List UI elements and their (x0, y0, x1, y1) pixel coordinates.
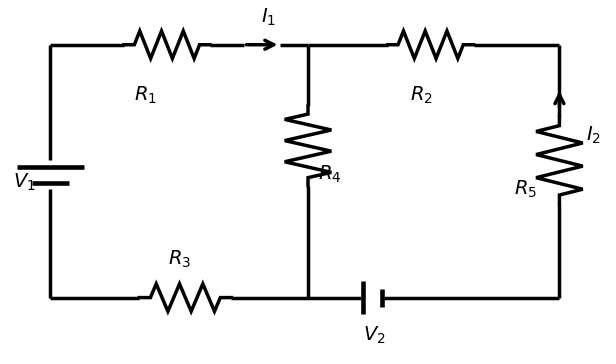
Text: $R_5$: $R_5$ (514, 179, 537, 200)
Text: $R_1$: $R_1$ (134, 85, 157, 106)
Text: $V_2$: $V_2$ (363, 325, 386, 346)
Text: $R_3$: $R_3$ (168, 249, 191, 270)
Text: $V_1$: $V_1$ (14, 171, 36, 193)
Text: $R_2$: $R_2$ (410, 85, 433, 106)
Text: $I_2$: $I_2$ (586, 124, 601, 146)
Text: $R_4$: $R_4$ (318, 164, 341, 185)
Text: $I_1$: $I_1$ (261, 7, 276, 28)
